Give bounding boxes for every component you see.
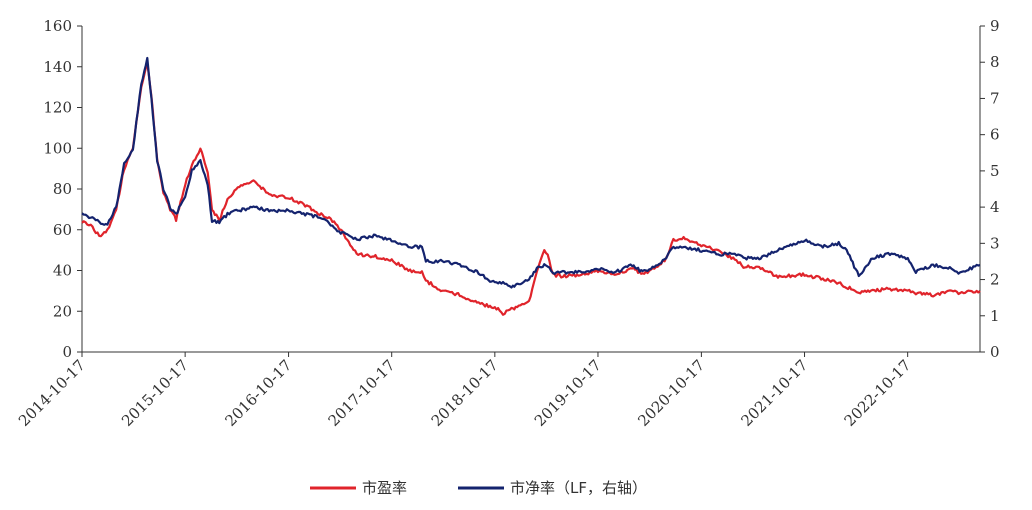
legend-label: 市净率（LF，右轴） [510,479,647,497]
right-tick-label: 7 [990,89,1000,107]
right-axis-ticks: 0 1 2 3 4 5 6 7 8 9 [980,17,1000,361]
pb-ratio-line [81,56,981,289]
x-tick-label: 2022-10-17 [841,356,915,430]
right-tick-label: 3 [990,234,1000,252]
right-tick-label: 4 [990,198,1000,216]
x-tick-label: 2015-10-17 [118,356,192,430]
left-axis-ticks: 0 20 40 60 80 100 120 140 160 [43,17,82,361]
x-axis-ticks: 2014-10-17 2015-10-17 2016-10-17 2017-10-17… [15,352,915,430]
right-tick-label: 6 [990,126,1000,144]
x-tick-label: 2018-10-17 [428,356,502,430]
right-tick-label: 2 [990,271,1000,289]
legend: 市盈率 市净率（LF，右轴） [310,479,647,497]
left-tick-label: 0 [62,343,72,361]
right-tick-label: 1 [990,307,1000,325]
right-tick-label: 9 [990,17,1000,35]
x-tick-label: 2020-10-17 [634,356,708,430]
right-tick-label: 5 [990,162,1000,180]
x-tick-label: 2014-10-17 [15,356,89,430]
x-tick-label: 2016-10-17 [222,356,296,430]
legend-label: 市盈率 [362,479,407,497]
series-layer [81,56,981,316]
pe-ratio-line [81,62,981,316]
x-tick-label: 2021-10-17 [737,356,811,430]
right-tick-label: 0 [990,343,1000,361]
right-tick-label: 8 [990,53,1000,71]
x-tick-label: 2019-10-17 [531,356,605,430]
left-tick-label: 120 [43,99,72,117]
left-tick-label: 60 [53,221,72,239]
axes [81,26,981,353]
left-tick-label: 160 [43,17,72,35]
left-tick-label: 80 [53,180,72,198]
left-tick-label: 20 [53,302,72,320]
left-tick-label: 100 [43,139,72,157]
x-tick-label: 2017-10-17 [325,356,399,430]
left-tick-label: 140 [43,58,72,76]
left-tick-label: 40 [53,262,72,280]
